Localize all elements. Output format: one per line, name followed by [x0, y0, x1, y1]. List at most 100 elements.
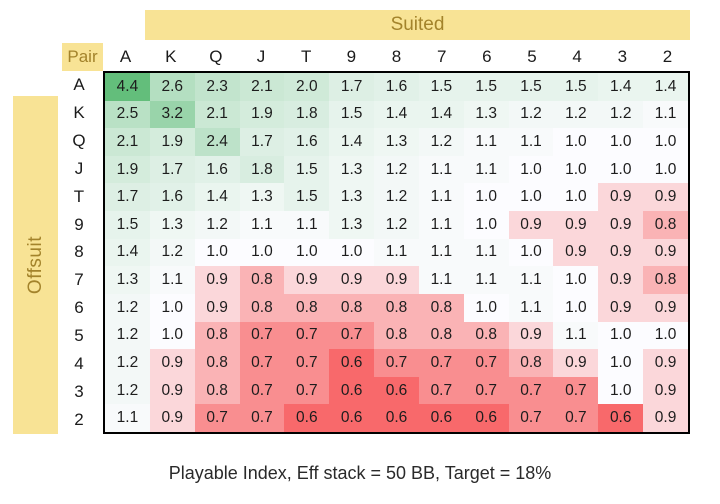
heatmap-cell: 0.8	[508, 349, 554, 377]
heatmap-cell: 0.7	[284, 376, 330, 405]
heatmap-cell: 0.6	[463, 404, 509, 432]
heatmap-cell: 1.0	[598, 128, 644, 156]
heatmap-cell: 1.3	[329, 211, 375, 239]
heatmap-cell: 1.3	[239, 183, 285, 212]
row-header: J	[74, 158, 84, 178]
column-header: 5	[527, 47, 537, 66]
heatmap-cell: 1.1	[418, 183, 464, 212]
heatmap-cell: 1.0	[463, 293, 509, 322]
suited-label: Suited	[390, 14, 445, 35]
heatmap-cell: 1.5	[463, 73, 509, 101]
heatmap-cell: 0.7	[553, 404, 599, 432]
heatmap-cell: 1.2	[553, 100, 599, 129]
heatmap-cell: 1.4	[643, 73, 688, 101]
heatmap-cell: 0.8	[643, 211, 688, 239]
heatmap-cell: 0.6	[374, 376, 419, 405]
heatmap-cell: 0.9	[643, 376, 688, 405]
heatmap-cell: 1.5	[284, 183, 330, 212]
heatmap-cell: 0.9	[643, 404, 688, 432]
heatmap-cell: 0.8	[194, 349, 240, 377]
heatmap-cell: 0.6	[329, 404, 375, 432]
row-header: 6	[74, 298, 84, 318]
pair-corner-label: Pair	[62, 43, 103, 71]
heatmap-cell: 0.7	[239, 349, 285, 377]
heatmap-cell: 0.8	[418, 321, 464, 350]
heatmap-cell: 1.1	[105, 404, 150, 432]
column-header: 6	[482, 47, 492, 66]
heatmap-cell: 1.5	[284, 155, 330, 184]
heatmap-cell: 0.8	[463, 321, 509, 350]
heatmap-cell: 1.3	[149, 211, 195, 239]
heatmap-cell: 0.9	[194, 266, 240, 294]
heatmap-cell: 1.0	[643, 128, 688, 156]
heatmap-cell: 0.8	[643, 266, 688, 294]
heatmap-cell: 2.6	[149, 73, 195, 101]
heatmap-cell: 0.8	[194, 321, 240, 350]
column-header: 9	[346, 47, 357, 66]
heatmap-cell: 0.7	[463, 349, 509, 377]
heatmap-cell: 0.9	[553, 349, 599, 377]
heatmap-cell: 2.1	[105, 128, 150, 156]
heatmap-cell: 0.9	[149, 349, 195, 377]
heatmap-cell: 0.8	[418, 293, 464, 322]
column-header: A	[119, 47, 132, 66]
heatmap-cell: 0.7	[239, 404, 285, 432]
heatmap-cell: 0.7	[463, 376, 509, 405]
heatmap-cell: 1.3	[374, 128, 419, 156]
row-header: T	[73, 186, 85, 206]
column-header: 8	[391, 47, 402, 66]
heatmap-cell: 0.8	[239, 266, 285, 294]
heatmap-cell: 0.9	[508, 211, 554, 239]
heatmap-cell: 0.8	[329, 293, 375, 322]
heatmap-cell: 1.2	[105, 321, 150, 350]
heatmap-cell: 1.2	[508, 100, 554, 129]
heatmap-cell: 1.0	[553, 128, 599, 156]
row-header: 5	[74, 326, 84, 346]
heatmap-grid: 4.4 2.6 2.3 2.1 2.0 1.7 1.6 1.5 1.5 1.5 1.5 1.4 1.4 2…	[103, 71, 690, 434]
heatmap-cell: 0.7	[284, 349, 330, 377]
heatmap-cell: 1.2	[194, 211, 240, 239]
heatmap-cell: 1.0	[598, 349, 644, 377]
heatmap-cell: 2.1	[194, 100, 240, 129]
heatmap-cell: 0.9	[329, 266, 375, 294]
heatmap-cell: 2.5	[105, 100, 150, 129]
heatmap-cell: 1.1	[463, 266, 509, 294]
chart-caption: Playable Index, Eff stack = 50 BB, Targe…	[168, 462, 552, 483]
heatmap-cell: 0.9	[149, 404, 195, 432]
heatmap-cell: 1.5	[105, 211, 150, 239]
heatmap-cell: 1.2	[105, 293, 150, 322]
heatmap-cell: 1.2	[374, 183, 419, 212]
heatmap-cell: 1.6	[374, 73, 419, 101]
column-header: K	[165, 47, 177, 66]
heatmap-cell: 1.2	[418, 128, 464, 156]
heatmap-cell: 1.0	[553, 266, 599, 294]
heatmap-cell: 1.0	[508, 238, 554, 267]
heatmap-cell: 1.5	[329, 100, 375, 129]
heatmap-cell: 0.9	[643, 183, 688, 212]
heatmap-cell: 0.9	[284, 266, 330, 294]
heatmap-cell: 0.9	[553, 238, 599, 267]
heatmap-cell: 4.4	[105, 73, 150, 101]
heatmap-cell: 1.0	[149, 293, 195, 322]
heatmap-cell: 0.7	[239, 321, 285, 350]
heatmap-cell: 1.0	[598, 321, 644, 350]
heatmap-cell: 1.0	[463, 211, 509, 239]
row-header: 2	[74, 410, 84, 430]
heatmap-cell: 1.1	[418, 266, 464, 294]
heatmap-cell: 0.9	[643, 293, 688, 322]
heatmap-cell: 0.7	[508, 376, 554, 405]
heatmap-cell: 1.1	[149, 266, 195, 294]
heatmap-cell: 1.1	[553, 321, 599, 350]
heatmap-cell: 2.0	[284, 73, 330, 101]
heatmap-cell: 0.9	[598, 293, 644, 322]
heatmap-cell: 1.1	[508, 293, 554, 322]
heatmap-cell: 1.0	[284, 238, 330, 267]
row-header: 4	[74, 354, 84, 374]
heatmap-cell: 0.9	[598, 183, 644, 212]
row-header: Q	[72, 130, 86, 150]
column-header: Q	[209, 47, 223, 66]
row-header: A	[73, 74, 85, 94]
heatmap-cell: 1.6	[284, 128, 330, 156]
heatmap-cell: 1.1	[418, 155, 464, 184]
